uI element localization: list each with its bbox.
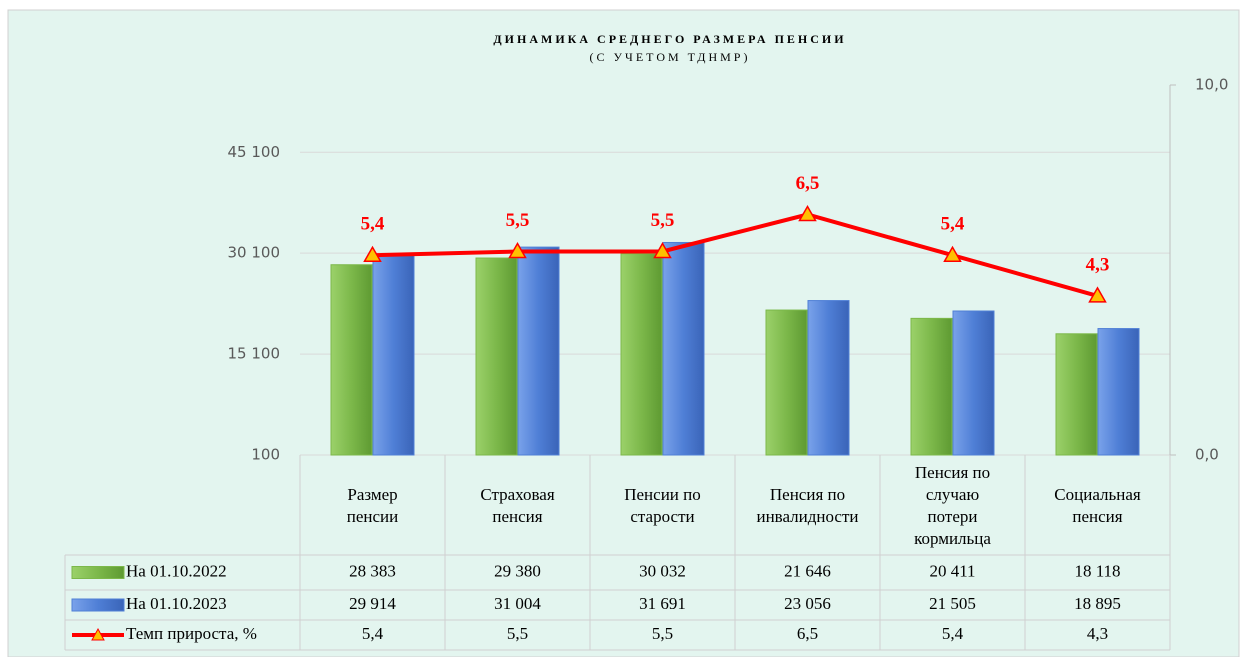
table-cell: 31 691 bbox=[639, 594, 686, 613]
y2-tick-label: 10,0 bbox=[1195, 76, 1228, 94]
y-tick-label: 15 100 bbox=[228, 345, 281, 363]
line-marker bbox=[508, 241, 527, 259]
table-cell: 29 380 bbox=[494, 561, 541, 580]
line-marker bbox=[943, 245, 962, 262]
data-label: 5,5 bbox=[506, 210, 530, 231]
data-label: 5,4 bbox=[941, 214, 965, 235]
bar bbox=[1097, 328, 1140, 456]
table-cell: 31 004 bbox=[494, 594, 541, 613]
line-marker bbox=[798, 204, 817, 222]
data-label: 5,5 bbox=[651, 210, 675, 231]
line-marker bbox=[1088, 286, 1107, 303]
table-cell: 29 914 bbox=[349, 594, 396, 613]
table-cell: 18 895 bbox=[1074, 594, 1121, 613]
legend-swatch bbox=[71, 598, 125, 612]
bar bbox=[765, 309, 808, 456]
bar bbox=[910, 317, 953, 456]
x-tick-line: пенсии bbox=[347, 507, 398, 526]
x-tick-label: Пенсия по случаю потери кормильца bbox=[914, 463, 991, 548]
chart-subtitle: (С УЧЕТОМ ТДНМР) bbox=[590, 50, 751, 64]
line-marker bbox=[653, 241, 672, 259]
x-tick-label: Страховая пенсия bbox=[480, 485, 554, 526]
table-cell: 21 646 bbox=[784, 561, 831, 580]
x-tick-label: Пенсия по инвалидности bbox=[756, 485, 858, 526]
table-cell: 5,4 bbox=[942, 624, 964, 643]
bar bbox=[1055, 333, 1098, 456]
table-cell: 23 056 bbox=[784, 594, 831, 613]
table-cell: 28 383 bbox=[349, 561, 396, 580]
x-tick-line: случаю bbox=[926, 485, 980, 504]
y-tick-label: 45 100 bbox=[228, 143, 281, 161]
table-cell: 30 032 bbox=[639, 561, 686, 580]
x-tick-line: Размер bbox=[347, 485, 397, 504]
table-cell: 5,5 bbox=[652, 624, 673, 643]
bar bbox=[372, 253, 415, 456]
bar bbox=[620, 253, 663, 456]
x-tick-line: Пенсия по bbox=[915, 463, 990, 482]
x-tick-line: Пенсия по bbox=[770, 485, 845, 504]
table-cell: 5,5 bbox=[507, 624, 528, 643]
legend-marker bbox=[91, 627, 105, 641]
line bbox=[372, 212, 1099, 298]
x-tick-line: пенсия bbox=[492, 507, 542, 526]
bar bbox=[330, 264, 373, 456]
chart-title: ДИНАМИКА СРЕДНЕГО РАЗМЕРА ПЕНСИИ bbox=[493, 32, 846, 46]
legend-label: На 01.10.2023 bbox=[126, 594, 227, 613]
bar bbox=[517, 246, 560, 456]
y-tick-label: 30 100 bbox=[228, 244, 281, 262]
x-tick-line: Социальная bbox=[1054, 485, 1141, 504]
legend-label: Темп прироста, % bbox=[126, 624, 257, 643]
x-tick-line: Страховая bbox=[480, 485, 554, 504]
data-label: 4,3 bbox=[1086, 254, 1110, 275]
x-tick-line: потери bbox=[928, 507, 978, 526]
table-cell: 18 118 bbox=[1074, 561, 1120, 580]
legend-swatch bbox=[71, 566, 125, 579]
table-cell: 6,5 bbox=[797, 624, 818, 643]
x-tick-line: пенсия bbox=[1072, 507, 1122, 526]
table-cell: 4,3 bbox=[1087, 624, 1108, 643]
data-label: 5,4 bbox=[361, 214, 385, 235]
bar bbox=[807, 300, 850, 456]
y2-tick-label: 0,0 bbox=[1195, 446, 1219, 464]
y-tick-label: 100 bbox=[251, 446, 280, 464]
bar bbox=[662, 241, 705, 456]
table-cell: 5,4 bbox=[362, 624, 384, 643]
legend-label: На 01.10.2022 bbox=[126, 561, 227, 580]
x-tick-line: старости bbox=[630, 507, 694, 526]
bar bbox=[475, 257, 518, 456]
table-cell: 21 505 bbox=[929, 594, 976, 613]
x-tick-label: Социальная пенсия bbox=[1054, 485, 1141, 526]
data-label: 6,5 bbox=[796, 173, 820, 194]
x-tick-label: Пенсии по старости bbox=[624, 485, 701, 526]
line-marker bbox=[363, 245, 382, 262]
x-tick-line: инвалидности bbox=[756, 507, 858, 526]
x-tick-line: Пенсии по bbox=[624, 485, 701, 504]
bar bbox=[952, 310, 995, 456]
x-tick-line: кормильца bbox=[914, 529, 991, 548]
x-tick-label: Размер пенсии bbox=[347, 485, 398, 526]
table-cell: 20 411 bbox=[929, 561, 975, 580]
